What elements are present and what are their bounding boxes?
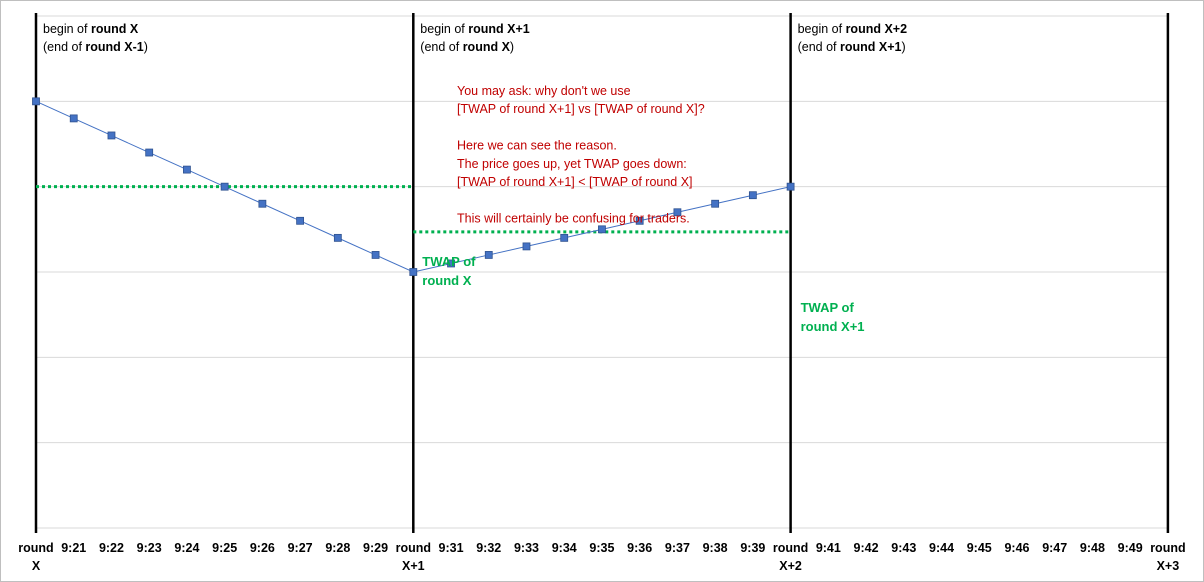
x-tick-label: 9:42 — [854, 541, 879, 555]
annotation-line: This will certainly be confusing for tra… — [457, 211, 690, 225]
x-tick-label: 9:44 — [929, 541, 954, 555]
data-point — [635, 216, 644, 225]
data-point — [447, 259, 455, 268]
data-point — [258, 199, 267, 208]
x-tick-label: 9:39 — [740, 541, 765, 555]
x-tick-label: 9:45 — [967, 541, 992, 555]
round-end-label: (end of round X) — [420, 40, 514, 54]
data-point — [371, 251, 380, 259]
data-point — [145, 148, 154, 157]
x-tick-label: 9:38 — [703, 541, 728, 555]
x-tick-label: 9:27 — [288, 541, 313, 555]
x-tick-label: round X — [18, 541, 53, 573]
x-tick-label: 9:32 — [476, 541, 501, 555]
x-tick-label: 9:24 — [174, 541, 199, 555]
data-point — [69, 114, 78, 123]
annotation-line: The price goes up, yet TWAP goes down: — [457, 157, 687, 171]
data-point — [673, 208, 682, 217]
x-tick-label: 9:47 — [1042, 541, 1067, 555]
x-tick-label: round X+1 — [396, 541, 431, 573]
data-point — [484, 251, 493, 259]
round-end-label: (end of round X-1) — [43, 40, 148, 54]
data-point — [598, 225, 606, 234]
twap-label: TWAP of — [801, 300, 855, 315]
annotation-line: [TWAP of round X+1] < [TWAP of round X] — [457, 175, 693, 189]
twap-label: round X — [422, 273, 471, 288]
data-point — [560, 233, 569, 242]
data-point — [711, 199, 720, 208]
data-point — [748, 191, 757, 200]
x-tick-label: 9:31 — [439, 541, 464, 555]
data-point — [183, 165, 191, 174]
x-tick-label: 9:37 — [665, 541, 690, 555]
x-tick-label: 9:36 — [627, 541, 652, 555]
annotation-line: [TWAP of round X+1] vs [TWAP of round X]… — [457, 102, 705, 116]
data-point — [409, 268, 418, 276]
data-point — [786, 182, 795, 191]
x-tick-label: 9:26 — [250, 541, 275, 555]
x-tick-label: 9:23 — [137, 541, 162, 555]
x-tick-label: 9:49 — [1118, 541, 1143, 555]
data-point — [296, 216, 305, 225]
annotation-line: You may ask: why don't we use — [457, 84, 631, 98]
x-tick-label: 9:25 — [212, 541, 237, 555]
data-point — [220, 182, 229, 191]
x-tick-label: 9:29 — [363, 541, 388, 555]
x-tick-label: 9:43 — [891, 541, 916, 555]
x-tick-label: 9:46 — [1004, 541, 1029, 555]
round-begin-label: begin of round X — [43, 22, 139, 36]
annotation-line: Here we can see the reason. — [457, 139, 617, 153]
twap-label: TWAP of — [422, 254, 476, 269]
x-tick-label: 9:35 — [589, 541, 614, 555]
data-point — [522, 242, 531, 251]
round-begin-label: begin of round X+1 — [420, 22, 529, 36]
round-begin-label: begin of round X+2 — [798, 22, 907, 36]
x-tick-label: 9:34 — [552, 541, 577, 555]
x-tick-label: 9:21 — [61, 541, 86, 555]
x-tick-label: 9:41 — [816, 541, 841, 555]
round-end-label: (end of round X+1) — [798, 40, 906, 54]
twap-label: round X+1 — [801, 319, 865, 334]
x-tick-label: round X+2 — [773, 541, 808, 573]
x-tick-label: 9:48 — [1080, 541, 1105, 555]
x-tick-label: round X+3 — [1150, 541, 1185, 573]
data-point — [333, 233, 342, 242]
x-tick-label: 9:28 — [325, 541, 350, 555]
data-point — [107, 131, 116, 140]
data-point — [32, 97, 40, 106]
x-tick-label: 9:22 — [99, 541, 124, 555]
x-tick-label: 9:33 — [514, 541, 539, 555]
